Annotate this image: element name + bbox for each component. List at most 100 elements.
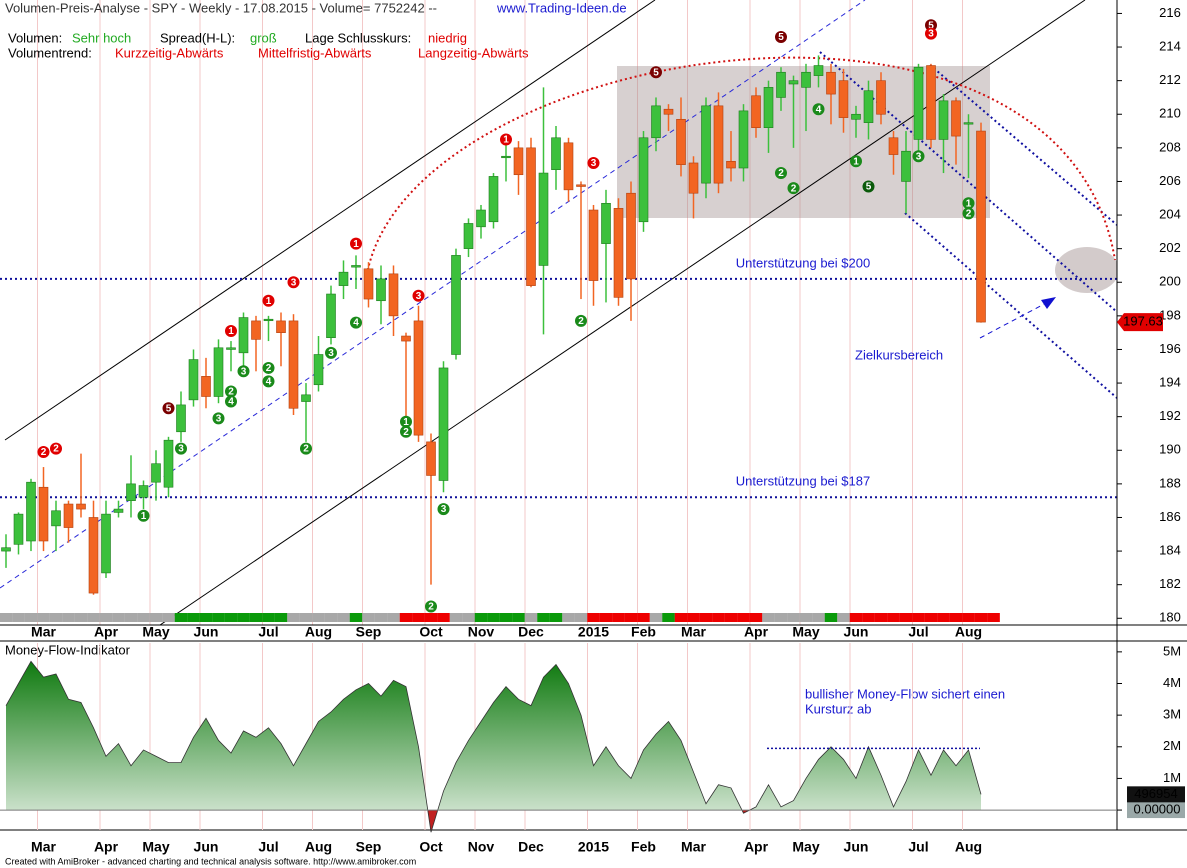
candle-body xyxy=(588,209,599,281)
candle-body xyxy=(801,71,811,88)
trend-cell xyxy=(99,613,113,622)
y-tick-label: 216 xyxy=(1159,5,1181,20)
signal-label: 3 xyxy=(916,151,922,162)
x-tick-label: Sep xyxy=(356,624,382,640)
candle-body xyxy=(763,87,774,128)
signal-label: 3 xyxy=(328,348,334,359)
trend-cell xyxy=(612,613,625,622)
signal-marker xyxy=(287,276,300,289)
x-tick-label: Nov xyxy=(468,839,495,855)
signal-marker xyxy=(225,324,237,337)
trend-cell xyxy=(474,613,488,622)
trend-cell xyxy=(149,613,163,622)
candle-body xyxy=(826,71,836,95)
signal-label: 2 xyxy=(303,444,309,455)
trend-cell xyxy=(462,613,475,622)
x-tick-label: Oct xyxy=(419,839,443,855)
signal-marker xyxy=(262,361,275,374)
candle-body xyxy=(176,404,186,433)
candle-body xyxy=(701,105,711,184)
x-tick-label: Mar xyxy=(31,624,56,640)
candle-body xyxy=(788,80,799,85)
trend-cell xyxy=(362,613,375,622)
value: niedrig xyxy=(428,30,467,45)
trend-cell xyxy=(24,613,38,622)
y-tick-label: 186 xyxy=(1159,509,1181,524)
candle-body xyxy=(26,481,36,542)
y-tick-label: 182 xyxy=(1159,576,1181,591)
signal-marker xyxy=(237,365,250,378)
header-link[interactable]: www.Trading-Ideen.de xyxy=(496,0,627,15)
trend-cell xyxy=(837,613,850,622)
signal-marker xyxy=(325,346,337,359)
candle-body xyxy=(601,202,611,244)
x-tick-label: Apr xyxy=(744,624,769,640)
candle-body xyxy=(776,71,786,98)
y-tick-label: 2M xyxy=(1163,738,1181,753)
candle-body xyxy=(376,278,386,302)
last-price-label: 197.63 xyxy=(1123,314,1163,329)
candle-body xyxy=(188,359,199,401)
trend-cell xyxy=(887,613,900,622)
trend-cell xyxy=(699,613,713,622)
trend-cell xyxy=(449,613,463,622)
signal-marker xyxy=(162,402,175,415)
trend-cell xyxy=(574,613,588,622)
trend-cell xyxy=(399,613,413,622)
signal-marker xyxy=(225,395,237,408)
candle-body xyxy=(313,354,324,386)
x-tick-label: Feb xyxy=(631,839,656,855)
trend-cell xyxy=(187,613,200,622)
candle-body xyxy=(688,162,699,194)
signal-label: 1 xyxy=(966,198,972,209)
trend-cell xyxy=(949,613,963,622)
signal-label: 5 xyxy=(778,32,784,43)
trend-cell xyxy=(174,613,188,622)
target-zone xyxy=(1055,247,1117,293)
trend-cell xyxy=(812,613,825,622)
trend-cell xyxy=(624,613,638,622)
candle-body xyxy=(226,347,236,350)
signal-marker xyxy=(587,156,600,169)
candle-body xyxy=(301,394,311,402)
signal-label: 2 xyxy=(578,316,584,327)
candle-body xyxy=(88,517,99,594)
candle-body xyxy=(651,105,661,139)
x-tick-label: Apr xyxy=(94,839,119,855)
trend-cell xyxy=(224,613,238,622)
trend-cell xyxy=(499,613,513,622)
trend-cell xyxy=(74,613,88,622)
signal-label: 3 xyxy=(178,444,184,455)
down-channel xyxy=(904,212,1117,399)
signal-marker xyxy=(262,375,275,388)
signal-label: 4 xyxy=(353,318,359,329)
last-price-box xyxy=(1117,313,1163,332)
signal-marker xyxy=(812,103,825,116)
rounding-top-arc xyxy=(364,56,1116,291)
last-value-box xyxy=(1127,786,1185,803)
value: groß xyxy=(250,30,277,45)
signal-marker xyxy=(437,503,450,516)
signal-label: 3 xyxy=(591,158,597,169)
trend-cell xyxy=(337,613,350,622)
trend-cell xyxy=(537,613,550,622)
signal-marker xyxy=(300,442,312,455)
signal-marker xyxy=(412,289,425,302)
candle-body xyxy=(451,255,461,355)
trend-cell xyxy=(312,613,325,622)
signal-label: 1 xyxy=(853,156,859,167)
candle-body xyxy=(438,367,449,481)
candle-body xyxy=(263,318,274,322)
candle-body xyxy=(563,142,574,191)
price-panel: Unterstützung bei $200 Unterstützung bei … xyxy=(0,0,1117,625)
candle-body xyxy=(888,137,899,155)
trend-cell xyxy=(349,613,363,622)
signal-label: 5 xyxy=(653,67,659,78)
candle-body xyxy=(638,137,649,223)
candle-body xyxy=(951,100,961,137)
candle-body xyxy=(201,376,211,397)
candle-body xyxy=(76,503,86,510)
trend-cell xyxy=(674,613,688,622)
candle-body xyxy=(876,80,886,115)
